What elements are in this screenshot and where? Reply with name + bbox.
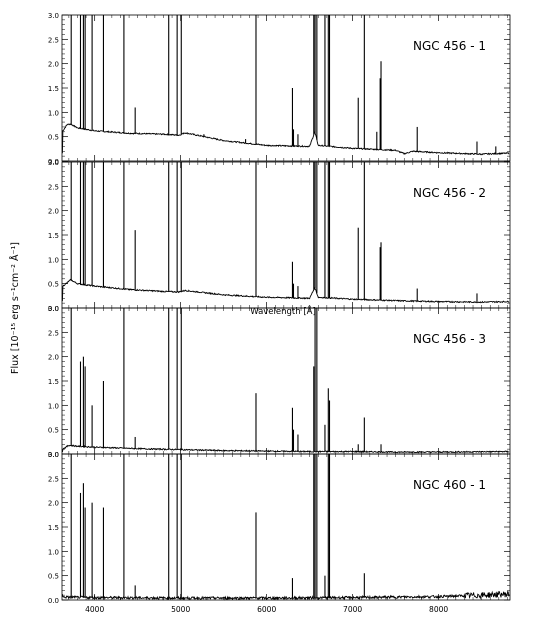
panel-frame (61, 161, 511, 309)
y-tick-label: 0.0 (48, 305, 59, 313)
panel-frame (61, 14, 511, 162)
y-tick-label: 0.0 (48, 158, 59, 166)
panel-frame (61, 307, 511, 455)
y-tick-label: 1.5 (48, 232, 59, 240)
y-tick-label: 2.0 (48, 354, 59, 362)
spectrum-continuum (61, 590, 510, 601)
y-tick-label: 1.0 (48, 548, 59, 556)
y-tick-label: 2.5 (48, 183, 59, 191)
panel-frame (61, 453, 511, 601)
panels-group: 0.0 0.5 1.0 1.5 2.0 2.5 3.0 NGC 456 - 1 0.0 0.5 1.… (48, 12, 511, 605)
y-tick-label: 2.5 (48, 475, 59, 483)
x-axis-label: Wavelength [Å] (250, 305, 316, 317)
y-tick-label: 3.0 (48, 159, 59, 167)
y-tick-label: 2.0 (48, 208, 59, 216)
y-tick-label: 3.0 (48, 451, 59, 459)
y-tick-label: 1.5 (48, 378, 59, 386)
spectrum-panel: 0.0 0.5 1.0 1.5 2.0 2.5 3.0 NGC 456 - 3 (48, 305, 511, 459)
y-tick-label: 1.0 (48, 109, 59, 117)
spectrum-panel: 0.0 0.5 1.0 1.5 2.0 2.5 3.0 NGC 460 - 1 (48, 451, 511, 605)
y-tick-label: 3.0 (48, 305, 59, 313)
panel-label: NGC 456 - 2 (413, 186, 486, 200)
spectrum-panel: 0.0 0.5 1.0 1.5 2.0 2.5 3.0 NGC 456 - 1 (48, 12, 511, 166)
x-tick-label: 7000 (343, 605, 362, 614)
y-tick-label: 2.5 (48, 36, 59, 44)
y-tick-label: 1.0 (48, 256, 59, 264)
y-tick-label: 0.5 (48, 134, 59, 142)
panel-label: NGC 460 - 1 (413, 478, 486, 492)
spectrum-continuum (61, 278, 510, 304)
y-tick-label: 3.0 (48, 12, 59, 20)
y-tick-label: 1.5 (48, 85, 59, 93)
y-tick-label: 0.5 (48, 573, 59, 581)
y-tick-label: 0.5 (48, 427, 59, 435)
y-tick-label: 0.0 (48, 597, 59, 605)
spectrum-continuum (61, 444, 510, 454)
y-tick-label: 1.5 (48, 524, 59, 532)
panel-label: NGC 456 - 1 (413, 39, 486, 53)
panel-label: NGC 456 - 3 (413, 332, 486, 346)
y-tick-label: 0.5 (48, 281, 59, 289)
y-axis-label: Flux [10⁻¹⁵ erg s⁻¹cm⁻² Å⁻¹] (9, 242, 21, 374)
x-tick-label: 6000 (257, 605, 276, 614)
x-tick-label: 5000 (171, 605, 190, 614)
y-tick-label: 2.0 (48, 61, 59, 69)
y-tick-label: 2.0 (48, 500, 59, 508)
y-tick-label: 0.0 (48, 451, 59, 459)
y-tick-label: 2.5 (48, 329, 59, 337)
spectrum-panel: 0.0 0.5 1.0 1.5 2.0 2.5 3.0 NGC 456 - 2 (48, 159, 511, 313)
spectrum-continuum (61, 123, 510, 156)
x-tick-label: 4000 (85, 605, 104, 614)
y-tick-label: 1.0 (48, 402, 59, 410)
x-tick-label: 8000 (429, 605, 448, 614)
